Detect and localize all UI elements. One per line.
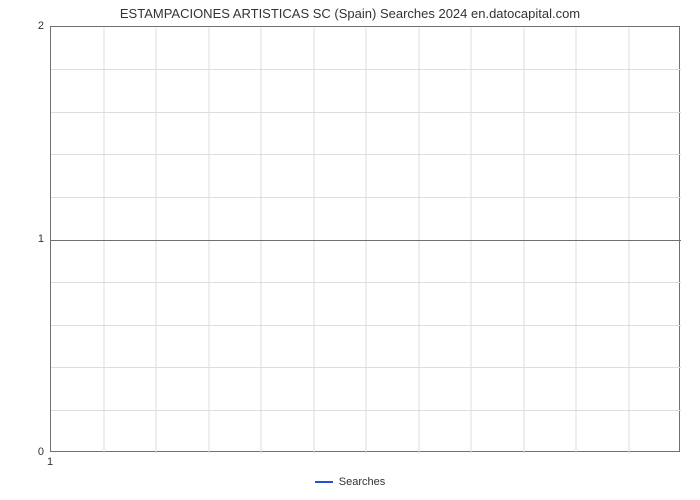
plot-area <box>50 26 680 452</box>
chart-container: { "chart": { "type": "line", "title": "E… <box>0 0 700 500</box>
chart-title: ESTAMPACIONES ARTISTICAS SC (Spain) Sear… <box>0 6 700 21</box>
x-tick-label: 1 <box>47 456 53 468</box>
legend-label: Searches <box>339 476 385 488</box>
legend-line-swatch <box>315 481 333 483</box>
y-tick-label: 0 <box>24 446 44 458</box>
y-tick-label: 1 <box>24 233 44 245</box>
y-tick-label: 2 <box>24 20 44 32</box>
legend: Searches <box>0 476 700 488</box>
